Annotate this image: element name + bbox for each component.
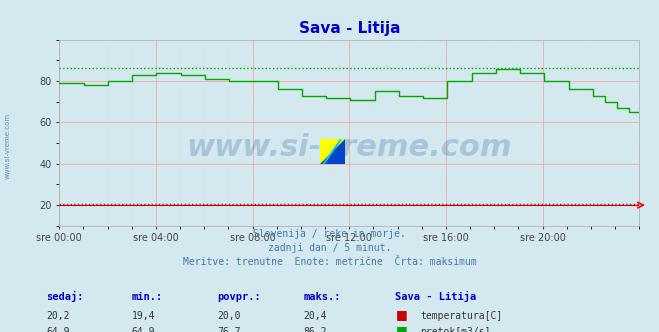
- Text: Meritve: trenutne  Enote: metrične  Črta: maksimum: Meritve: trenutne Enote: metrične Črta: …: [183, 257, 476, 267]
- Text: 86,2: 86,2: [303, 327, 327, 332]
- Text: zadnji dan / 5 minut.: zadnji dan / 5 minut.: [268, 243, 391, 253]
- Text: Sava - Litija: Sava - Litija: [395, 291, 476, 302]
- Text: www.si-vreme.com: www.si-vreme.com: [186, 133, 512, 162]
- Text: www.si-vreme.com: www.si-vreme.com: [5, 113, 11, 179]
- Text: sedaj:: sedaj:: [46, 291, 84, 302]
- Text: 64,9: 64,9: [132, 327, 156, 332]
- Polygon shape: [324, 139, 341, 164]
- Title: Sava - Litija: Sava - Litija: [299, 21, 400, 36]
- Text: Slovenija / reke in morje.: Slovenija / reke in morje.: [253, 229, 406, 239]
- Text: 76,7: 76,7: [217, 327, 241, 332]
- Text: temperatura[C]: temperatura[C]: [420, 311, 503, 321]
- Text: povpr.:: povpr.:: [217, 292, 261, 302]
- Text: ■: ■: [395, 324, 407, 332]
- Text: pretok[m3/s]: pretok[m3/s]: [420, 327, 491, 332]
- Text: maks.:: maks.:: [303, 292, 341, 302]
- Text: 20,4: 20,4: [303, 311, 327, 321]
- Text: 20,2: 20,2: [46, 311, 70, 321]
- Text: 20,0: 20,0: [217, 311, 241, 321]
- Text: 19,4: 19,4: [132, 311, 156, 321]
- Polygon shape: [320, 139, 345, 164]
- Text: ■: ■: [395, 308, 407, 321]
- Polygon shape: [320, 139, 345, 164]
- Text: min.:: min.:: [132, 292, 163, 302]
- Text: 64,9: 64,9: [46, 327, 70, 332]
